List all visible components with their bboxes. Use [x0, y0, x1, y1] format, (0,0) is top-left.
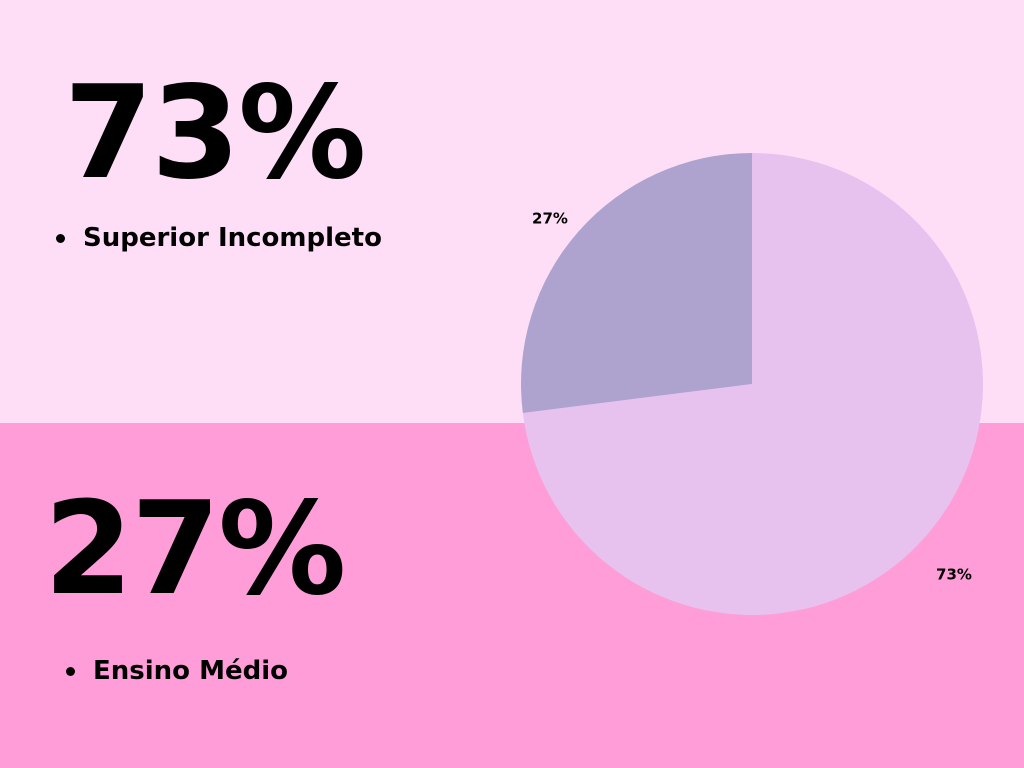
- pie-label-superior-incompleto: 73%: [936, 566, 972, 584]
- pie-label-ensino-medio: 27%: [532, 210, 568, 228]
- bullet-icon: [56, 233, 65, 243]
- pie-slice-ensino-medio: [521, 153, 752, 413]
- stat-label-row-superior-incompleto: Superior Incompleto: [56, 223, 382, 253]
- stat-label-row-ensino-medio: Ensino Médio: [66, 656, 288, 686]
- bullet-icon: [66, 666, 75, 676]
- pie-slice-superior-incompleto: [522, 153, 984, 615]
- stat-label-ensino-medio: Ensino Médio: [93, 656, 288, 686]
- stat-value-superior-incompleto: 73%: [64, 59, 366, 208]
- stat-label-superior-incompleto: Superior Incompleto: [83, 223, 382, 253]
- stat-value-ensino-medio: 27%: [44, 475, 346, 624]
